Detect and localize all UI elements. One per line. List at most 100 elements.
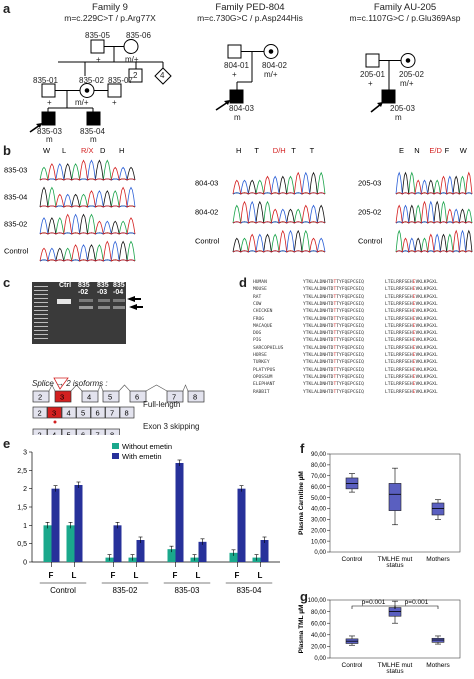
alignment-row: TURKEY YTKLALDNHTDTTYFQEPCGIQ LTELRRFSEHEV…	[253, 360, 438, 365]
alignment-row: PIG YTKLALDNHTDTTYFQEPCGIQ LTELRRFSEHEVKLK…	[253, 338, 438, 343]
sequence-2: LTELRRFSEHEVKLKPGXL	[385, 353, 438, 358]
sequence-2: LTELRRFSEHEVKLKPGXL	[385, 280, 438, 285]
sequence-2: LTELRRFSEHEVKLKPGXL	[385, 331, 438, 337]
species-name: SARCOPHILUS	[253, 345, 284, 351]
species-name: RABBIT	[253, 389, 270, 395]
species-name: FROG	[253, 316, 265, 322]
id-835-05: 835-05	[85, 31, 110, 40]
sequence-1: YTKLALDNHTDTTYFQEPCGIQ	[303, 280, 364, 285]
geno-205-03: m	[395, 113, 402, 122]
bar-without	[229, 552, 238, 562]
splice-site-marker	[53, 377, 69, 390]
splice-label: Splice → 2 isoforms :	[32, 379, 108, 388]
chromatogram-sample-label: Control	[195, 237, 220, 246]
exon-box	[81, 390, 99, 403]
gel-band-835-04-upper	[113, 299, 125, 302]
alignment-block: HUMAN YTKLALDNHTDTTYFQEPCGIQ LTELRRFSEHEVK…	[253, 280, 468, 430]
sequence-2: LTELRRFSEHEVKLKPGXL	[385, 287, 438, 293]
y-tick-label: 1	[23, 523, 27, 530]
exon-label: 2	[38, 431, 42, 436]
alignment-row: MACAQUE YTKLALDNHTDTTYFQEPCGIQ LTELRRFSEHE…	[253, 324, 438, 329]
alignment-row: RAT YTKLALDNHTDTTYFQEPCGIQ LTELRRFSEHEVKLK…	[253, 295, 438, 300]
geno-205-02: m/+	[400, 79, 414, 88]
sequence-2: LTELRRFSEHEVKLKPGXL	[385, 367, 438, 373]
female-835-06	[123, 39, 139, 54]
sequence-1: YTKLALDNHTDTTYFQEPCGIQ	[303, 316, 364, 322]
exon-label: 8	[125, 409, 129, 418]
chromatogram-sample-label: Control	[358, 237, 383, 246]
exon-box	[32, 390, 50, 403]
exon-label: 6	[96, 409, 100, 418]
geno-804-01: +	[232, 70, 237, 79]
trace-line	[395, 229, 473, 253]
sequence-2: LTELRRFSEHEVKLKPGXL	[385, 294, 438, 300]
x-category-label: status	[386, 562, 404, 569]
exon-label: 7	[110, 409, 114, 418]
geno-835-02: m/+	[75, 98, 89, 107]
y-tick-label: 50,00	[311, 496, 327, 502]
chromatogram-trace	[39, 213, 136, 235]
male-804-01	[227, 44, 242, 59]
y-tick-label: 30,00	[311, 518, 327, 524]
exon-skip-label: Exon 3 skipping	[143, 422, 200, 431]
x-sub-label: F	[235, 571, 240, 580]
geno-205-01: +	[368, 79, 373, 88]
species-name: DOG	[253, 331, 262, 337]
exon-box-full	[32, 406, 48, 419]
trace-line	[39, 213, 136, 235]
full-length-label: Full-length	[143, 400, 181, 409]
exon-box-skip	[61, 428, 77, 435]
exon-box-skip	[47, 428, 62, 435]
intron-line	[118, 384, 131, 392]
id-835-03: 835-03	[37, 127, 62, 136]
exon-box-skip	[90, 428, 106, 435]
geno-835-04: m	[90, 135, 97, 144]
amino-acid-label: W	[43, 146, 51, 155]
y-tick-label: 40,00	[311, 507, 327, 513]
family-mutation: m=c.730G>C / p.Asp244His	[197, 13, 303, 23]
sequence-2: LTELRRFSEHEVKLKPGXL	[385, 389, 438, 395]
species-name: OPOSSUM	[253, 374, 273, 380]
geno-835-05: +	[96, 55, 101, 64]
arrow-left-icon	[127, 296, 135, 302]
id-804-03: 804-03	[229, 104, 254, 113]
exon-label: 8	[193, 393, 197, 402]
geno-835-07: +	[112, 98, 117, 107]
y-tick-label: 2	[23, 486, 27, 493]
id-835-07: 835-07	[108, 76, 133, 85]
species-name: PLATYPUS	[253, 367, 276, 373]
bar-without	[43, 525, 52, 562]
legend-swatch-without	[112, 443, 119, 449]
x-category-label: TMLHE mut	[378, 556, 413, 563]
exon-label: 4	[87, 393, 91, 402]
amino-acid-label: R/X	[81, 146, 94, 155]
box	[388, 483, 402, 511]
y-tick-label: 80,00	[311, 610, 327, 616]
chromatogram-sample-label: 835-04	[4, 193, 27, 202]
sequence-2: LTELRRFSEHEVKLKPGXL	[385, 374, 438, 380]
panel-label-f: f	[300, 441, 305, 456]
alignment-row: CHICKEN YTKLALDNHTDTTYFQEPCGIQ LTELRRFSEHE…	[253, 309, 438, 314]
sequence-1: YTKLALDNHTDTTYFQEPCGIQ	[303, 374, 364, 380]
exon-label: 3	[52, 409, 56, 418]
exon-box	[102, 390, 120, 403]
alignment-row: COW YTKLALDNHTDTTYFQEPCGIQ LTELRRFSEHEVKLK…	[253, 302, 438, 307]
sequence-1: YTKLALDNHTDTTYFQEPCGIQ	[303, 287, 364, 293]
alignment-row: OPOSSUM YTKLALDNHTDTTYFQEPCGIQ LTELRRFSEHE…	[253, 375, 438, 380]
male-205-01	[365, 53, 380, 68]
bar-with	[74, 485, 83, 562]
sequence-2: LTELRRFSEHEVKLKPGXL	[385, 323, 438, 329]
arrow-left-icon	[129, 304, 137, 310]
exon-box	[129, 390, 147, 403]
sequence-1: YTKLALDNHTDTTYFQEPCGIQ	[303, 301, 364, 307]
amino-acid-label: T	[254, 146, 259, 155]
gel-band-835-02-upper	[79, 299, 93, 302]
amino-acid-label: H	[236, 146, 241, 155]
y-tick-label: 90,00	[311, 452, 327, 458]
male-835-07	[107, 83, 122, 98]
trace-line	[39, 186, 136, 208]
chromatogram-trace	[39, 159, 136, 181]
exon-label: 6	[135, 393, 139, 402]
sequence-1: YTKLALDNHTDTTYFQEPCGIQ	[303, 309, 364, 315]
